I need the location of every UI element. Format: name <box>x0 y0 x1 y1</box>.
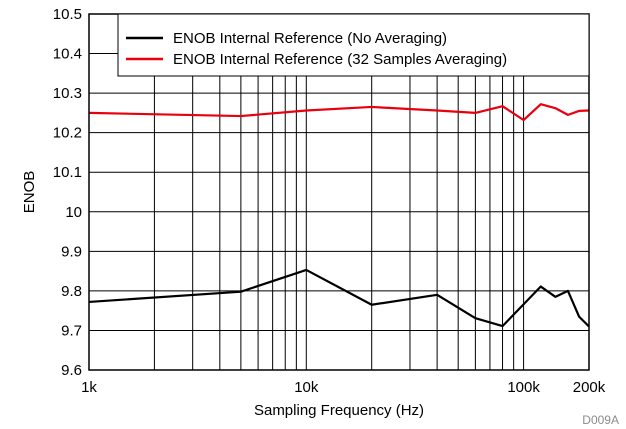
x-tick-labels: 1k 10k 100k 200k <box>81 379 606 396</box>
y-tick-label: 9.7 <box>61 322 82 339</box>
y-tick-label: 10.3 <box>53 85 82 102</box>
figure-id: D009A <box>582 413 619 427</box>
series-lines <box>88 103 590 328</box>
y-tick-label: 9.6 <box>61 362 82 379</box>
y-axis-label: ENOB <box>21 171 38 214</box>
y-tick-label: 9.8 <box>61 283 82 300</box>
y-tick-label: 10.1 <box>53 164 82 181</box>
x-tick-label: 200k <box>573 379 606 396</box>
legend-label-1: ENOB Internal Reference (No Averaging) <box>173 30 447 47</box>
x-tick-label: 100k <box>507 379 540 396</box>
x-tick-label: 1k <box>81 379 97 396</box>
legend-box <box>117 13 590 77</box>
legend-label-2: ENOB Internal Reference (32 Samples Aver… <box>173 51 507 68</box>
x-axis-label: Sampling Frequency (Hz) <box>254 402 424 419</box>
y-tick-label: 10 <box>65 204 82 221</box>
y-tick-label: 10.5 <box>53 6 82 23</box>
series-line-1 <box>88 268 590 328</box>
legend: ENOB Internal Reference (No Averaging) EN… <box>117 13 590 77</box>
y-tick-label: 10.2 <box>53 125 82 142</box>
x-tick-label: 10k <box>294 379 319 396</box>
series-line-2 <box>88 103 590 122</box>
y-tick-label: 9.9 <box>61 243 82 260</box>
y-tick-label: 10.4 <box>53 46 82 63</box>
y-tick-labels: 9.6 9.7 9.8 9.9 10 10.1 10.2 10.3 10.4 10.5 <box>53 6 82 379</box>
